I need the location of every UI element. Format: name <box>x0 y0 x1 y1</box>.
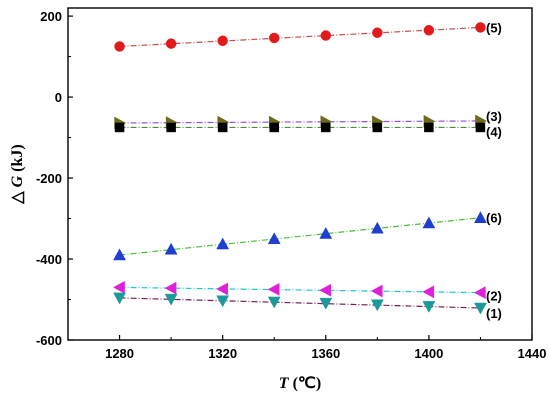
data-point-triangle-up <box>319 226 333 239</box>
data-point-circle <box>114 41 125 52</box>
data-point-triangle-left <box>473 286 486 300</box>
data-point-triangle-up <box>164 242 178 255</box>
x-axis-title-symbol: T <box>279 375 290 392</box>
data-point-circle <box>372 27 383 38</box>
data-point-triangle-left <box>113 280 125 294</box>
series-label: (3) <box>486 109 502 124</box>
data-point-triangle-left <box>370 284 383 298</box>
y-axis-title: △ G (kJ) <box>9 144 26 204</box>
data-point-triangle-down <box>216 295 230 308</box>
data-point-triangle-down <box>319 297 333 310</box>
y-axis-title-delta: △ <box>9 191 26 205</box>
data-point-triangle-up <box>216 237 230 250</box>
x-tick-label: 1280 <box>105 346 134 361</box>
x-tick-label: 1400 <box>414 346 443 361</box>
axis-ticks: 1280 1320 1360 1400 1440 -600 -400 -200 0 200 <box>36 9 546 361</box>
data-point-triangle-up <box>474 211 487 223</box>
x-axis-title-unit: (℃) <box>293 375 322 392</box>
data-point-circle <box>217 35 228 47</box>
series-fit-line <box>119 217 481 256</box>
data-point-square <box>114 122 125 133</box>
data-point-triangle-down <box>474 302 487 315</box>
y-axis-title-unit: (kJ) <box>9 144 26 172</box>
data-point-circle <box>423 25 435 36</box>
series-label: (4) <box>486 124 502 139</box>
series-markers <box>113 22 487 315</box>
data-point-square <box>321 122 331 133</box>
series-fit-line <box>119 120 481 124</box>
data-point-square <box>372 122 383 133</box>
data-point-triangle-down <box>422 301 436 313</box>
data-point-square <box>475 122 486 133</box>
series-lines <box>119 26 481 309</box>
data-point-triangle-down <box>164 293 178 306</box>
data-point-square <box>269 122 279 133</box>
data-point-circle <box>475 22 486 33</box>
y-tick-label: 0 <box>55 90 62 105</box>
data-point-circle <box>268 32 280 44</box>
data-point-triangle-left <box>267 282 280 296</box>
series-fit-line <box>119 26 481 48</box>
y-tick-label: 200 <box>40 9 62 24</box>
data-point-triangle-up <box>422 216 436 229</box>
data-point-triangle-up <box>267 232 281 245</box>
x-tick-label: 1440 <box>518 346 547 361</box>
x-tick-label: 1320 <box>208 346 237 361</box>
data-point-triangle-up <box>113 248 126 261</box>
series-fit-line <box>119 286 481 294</box>
plot-frame <box>67 7 533 341</box>
y-tick-label: -600 <box>36 333 62 348</box>
data-point-triangle-down <box>370 299 384 312</box>
y-tick-label: -400 <box>36 252 62 267</box>
data-point-circle <box>320 30 332 41</box>
data-point-triangle-down <box>267 296 281 309</box>
y-tick-label: -200 <box>36 171 62 186</box>
data-point-triangle-left <box>422 285 435 299</box>
series-label: (1) <box>486 306 502 321</box>
series-labels: (5) (3)(4) (6) (2) (1) <box>486 20 502 321</box>
data-point-triangle-up <box>370 221 384 234</box>
data-point-square <box>166 122 176 133</box>
data-point-square <box>217 122 228 133</box>
series-label: (2) <box>486 289 502 304</box>
data-point-triangle-left <box>216 282 228 296</box>
data-point-triangle-left <box>319 283 332 297</box>
x-tick-label: 1360 <box>311 346 340 361</box>
series-label: (6) <box>486 211 502 226</box>
y-axis-title-symbol: G <box>9 175 26 187</box>
series-label: (5) <box>486 20 502 35</box>
series-fit-line <box>119 297 481 309</box>
x-axis-title: T (℃) <box>279 375 321 392</box>
data-point-circle <box>165 38 177 49</box>
data-point-triangle-down <box>113 292 126 305</box>
data-point-triangle-left <box>164 281 177 295</box>
data-point-square <box>424 122 434 133</box>
